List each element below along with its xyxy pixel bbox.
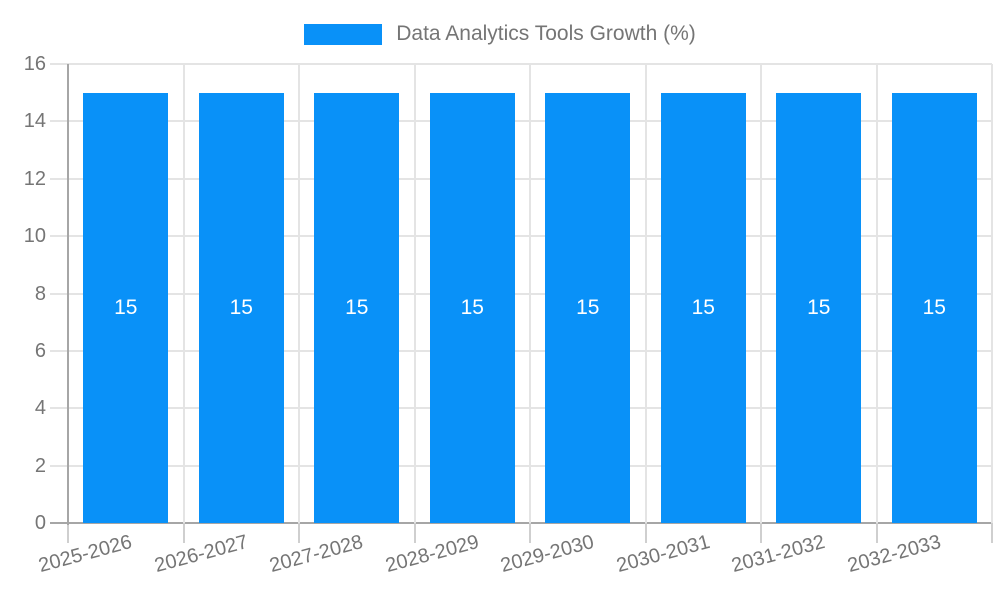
x-gridline <box>760 64 762 523</box>
x-tick-label: 2030-2031 <box>613 531 712 578</box>
y-tick-label: 0 <box>34 512 46 534</box>
legend-swatch <box>304 23 383 45</box>
y-gridline <box>50 63 992 65</box>
bar <box>891 92 977 523</box>
x-tick-mark <box>991 523 993 543</box>
bar-value-label: 15 <box>345 295 369 319</box>
x-tick-mark <box>760 523 762 543</box>
y-axis-line <box>67 64 69 525</box>
y-gridline <box>50 407 992 410</box>
bar <box>429 92 515 523</box>
x-gridline <box>991 64 993 523</box>
x-tick-label: 2027-2028 <box>267 531 366 578</box>
x-tick-label: 2031-2032 <box>729 531 828 578</box>
bar <box>776 92 862 523</box>
y-tick-label: 14 <box>23 110 46 133</box>
x-axis-baseline <box>50 522 992 524</box>
y-tick-label: 6 <box>34 339 46 362</box>
bar <box>314 92 400 523</box>
bar <box>545 92 631 523</box>
y-gridline <box>50 464 992 467</box>
y-gridline <box>50 177 992 180</box>
x-tick-label: 2025-2026 <box>36 531 135 578</box>
x-gridline <box>644 64 647 523</box>
x-gridline <box>182 64 185 523</box>
x-gridline <box>298 64 300 523</box>
bar <box>660 92 746 523</box>
x-tick-label: 2028-2029 <box>382 531 481 578</box>
x-tick-mark <box>298 523 300 543</box>
x-tick-mark <box>875 523 878 543</box>
x-tick-mark <box>67 523 69 543</box>
x-tick-mark <box>644 523 647 543</box>
x-gridline <box>875 64 878 523</box>
x-tick-label: 2032-2033 <box>844 531 943 578</box>
y-tick-label: 10 <box>23 225 46 248</box>
x-tick-mark <box>413 523 416 543</box>
x-tick-mark <box>529 523 531 543</box>
y-tick-label: 2 <box>34 454 46 477</box>
y-gridline <box>50 349 992 352</box>
legend-label: Data Analytics Tools Growth (%) <box>396 22 696 45</box>
y-tick-label: 8 <box>34 282 46 305</box>
y-gridline <box>50 292 992 295</box>
bar-value-label: 15 <box>922 295 946 319</box>
x-tick-mark <box>182 523 185 543</box>
y-tick-label: 4 <box>34 397 46 420</box>
bar-value-label: 15 <box>807 295 831 319</box>
bar-value-label: 15 <box>576 295 600 319</box>
x-gridline <box>413 64 416 523</box>
bar-value-label: 15 <box>229 295 253 319</box>
x-tick-label: 2029-2030 <box>498 531 597 578</box>
bar <box>83 92 169 523</box>
bar-value-label: 15 <box>460 295 484 319</box>
y-tick-label: 12 <box>23 167 46 190</box>
bar-value-label: 15 <box>114 295 138 319</box>
x-tick-label: 2026-2027 <box>151 531 250 578</box>
y-gridline <box>50 235 992 238</box>
y-gridline <box>50 120 992 123</box>
bar <box>198 92 284 523</box>
x-gridline <box>529 64 531 523</box>
legend: Data Analytics Tools Growth (%) <box>0 22 1000 46</box>
y-tick-label: 16 <box>23 53 46 75</box>
bar-value-label: 15 <box>691 295 715 319</box>
